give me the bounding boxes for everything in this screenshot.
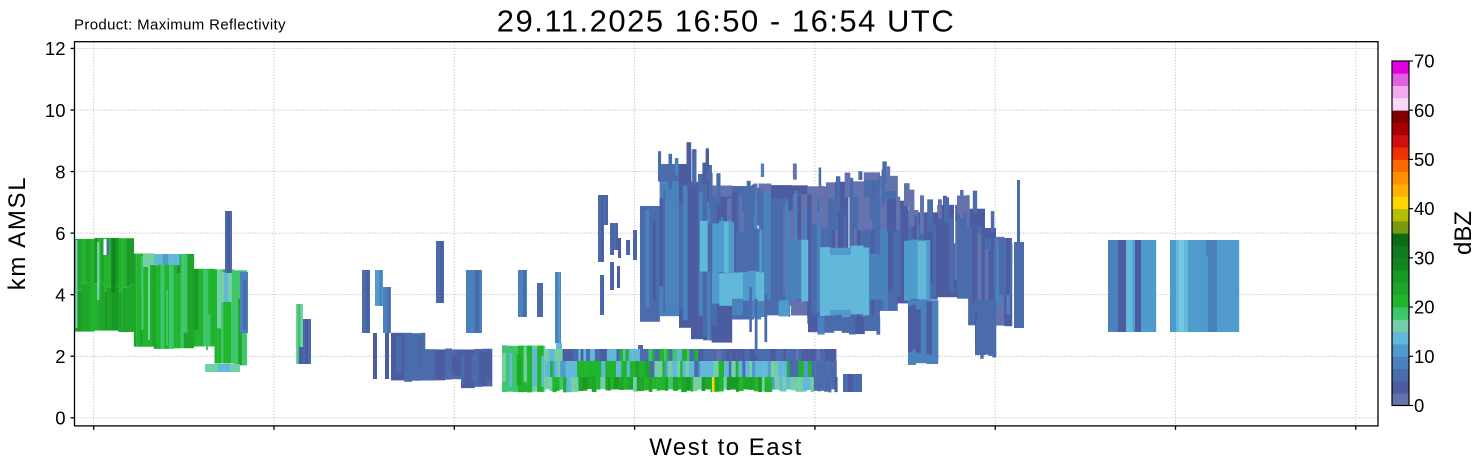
svg-text:12: 12 — [45, 38, 66, 59]
svg-text:29.11.2025 16:50 - 16:54 UTC: 29.11.2025 16:50 - 16:54 UTC — [497, 4, 956, 39]
svg-text:0: 0 — [55, 408, 65, 429]
svg-text:60: 60 — [1414, 100, 1435, 121]
svg-text:70: 70 — [1414, 51, 1435, 72]
svg-text:West to East: West to East — [649, 434, 803, 461]
svg-text:10: 10 — [45, 100, 66, 121]
svg-text:6: 6 — [55, 223, 65, 244]
svg-text:30: 30 — [1414, 248, 1435, 269]
svg-text:Product: Maximum Reflectivity: Product: Maximum Reflectivity — [74, 17, 286, 34]
svg-text:2: 2 — [55, 346, 65, 367]
svg-text:km AMSL: km AMSL — [4, 176, 31, 291]
svg-text:50: 50 — [1414, 149, 1435, 170]
svg-text:20: 20 — [1414, 297, 1435, 318]
svg-text:40: 40 — [1414, 198, 1435, 219]
svg-text:8: 8 — [55, 161, 65, 182]
svg-text:0: 0 — [1414, 395, 1424, 416]
svg-text:dBZ: dBZ — [1450, 211, 1477, 255]
svg-text:10: 10 — [1414, 346, 1435, 367]
svg-text:4: 4 — [55, 285, 65, 306]
